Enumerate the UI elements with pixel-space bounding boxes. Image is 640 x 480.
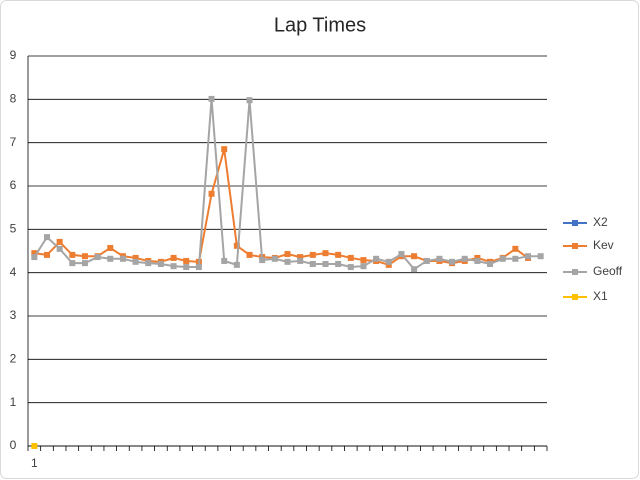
chart-title: Lap Times: [274, 14, 366, 36]
point-marker: [56, 245, 63, 252]
point-marker: [537, 253, 544, 260]
y-tick-label: 3: [10, 308, 17, 322]
point-marker: [157, 261, 164, 267]
point-marker: [385, 258, 392, 265]
point-marker: [474, 257, 481, 264]
legend-marker: [572, 220, 578, 226]
point-marker: [233, 242, 240, 249]
point-marker: [360, 263, 367, 270]
point-marker: [487, 261, 494, 267]
point-marker: [474, 254, 481, 261]
point-marker: [322, 261, 329, 267]
point-marker: [246, 97, 253, 104]
point-marker: [145, 260, 152, 267]
y-tick-label: 8: [10, 92, 17, 106]
point-marker: [423, 257, 430, 264]
legend-label: X2: [593, 215, 608, 229]
point-marker: [525, 253, 532, 260]
point-marker: [284, 251, 291, 258]
point-marker: [347, 254, 354, 261]
point-marker: [221, 257, 228, 264]
y-tick-label: 4: [10, 265, 17, 279]
point-marker: [195, 264, 202, 271]
point-marker: [436, 255, 443, 262]
point-marker: [398, 251, 405, 258]
y-tick-label: 9: [10, 48, 17, 62]
legend-label: X1: [593, 289, 608, 303]
point-marker: [335, 251, 342, 258]
point-marker: [43, 251, 50, 258]
point-marker: [31, 443, 38, 449]
point-marker: [512, 255, 519, 262]
point-marker: [309, 261, 316, 267]
legend-label: Geoff: [593, 264, 623, 278]
legend-marker: [572, 269, 578, 275]
legend-marker: [572, 294, 578, 300]
point-marker: [56, 238, 63, 245]
legend-marker: [572, 243, 578, 249]
point-marker: [221, 146, 228, 153]
point-marker: [170, 254, 177, 261]
point-marker: [107, 255, 114, 262]
point-marker: [132, 258, 139, 265]
point-marker: [132, 254, 139, 261]
y-tick-label: 2: [10, 352, 17, 366]
point-marker: [284, 258, 291, 265]
point-marker: [94, 254, 101, 261]
point-marker: [208, 190, 215, 197]
point-marker: [69, 251, 76, 258]
y-tick-label: 7: [10, 135, 17, 149]
point-marker: [461, 255, 468, 262]
point-marker: [411, 253, 418, 260]
point-marker: [233, 261, 240, 268]
y-tick-label: 6: [10, 178, 17, 192]
y-tick-label: 0: [10, 438, 17, 452]
x-tick-label: 1: [31, 456, 38, 470]
point-marker: [309, 251, 316, 258]
point-marker: [183, 264, 190, 271]
legend-label: Kev: [593, 238, 614, 252]
point-marker: [107, 244, 114, 251]
point-marker: [31, 254, 38, 261]
point-marker: [385, 261, 392, 268]
y-tick-label: 5: [10, 222, 17, 236]
point-marker: [449, 258, 456, 265]
point-marker: [360, 257, 367, 264]
point-marker: [347, 264, 354, 271]
point-marker: [373, 255, 380, 262]
point-marker: [322, 250, 329, 257]
point-marker: [259, 257, 266, 264]
point-marker: [31, 250, 38, 257]
point-marker: [411, 266, 418, 273]
point-marker: [119, 255, 126, 262]
point-marker: [81, 260, 88, 267]
point-marker: [335, 261, 342, 267]
point-marker: [43, 234, 50, 241]
point-marker: [183, 257, 190, 264]
point-marker: [297, 254, 304, 261]
point-marker: [297, 257, 304, 264]
point-marker: [170, 263, 177, 270]
series-line: [34, 148, 529, 266]
point-marker: [246, 251, 253, 258]
point-marker: [208, 95, 215, 102]
y-tick-label: 1: [10, 395, 17, 409]
point-marker: [499, 255, 506, 262]
point-marker: [512, 245, 519, 252]
point-marker: [81, 253, 88, 260]
point-marker: [69, 260, 76, 267]
point-marker: [271, 255, 278, 262]
